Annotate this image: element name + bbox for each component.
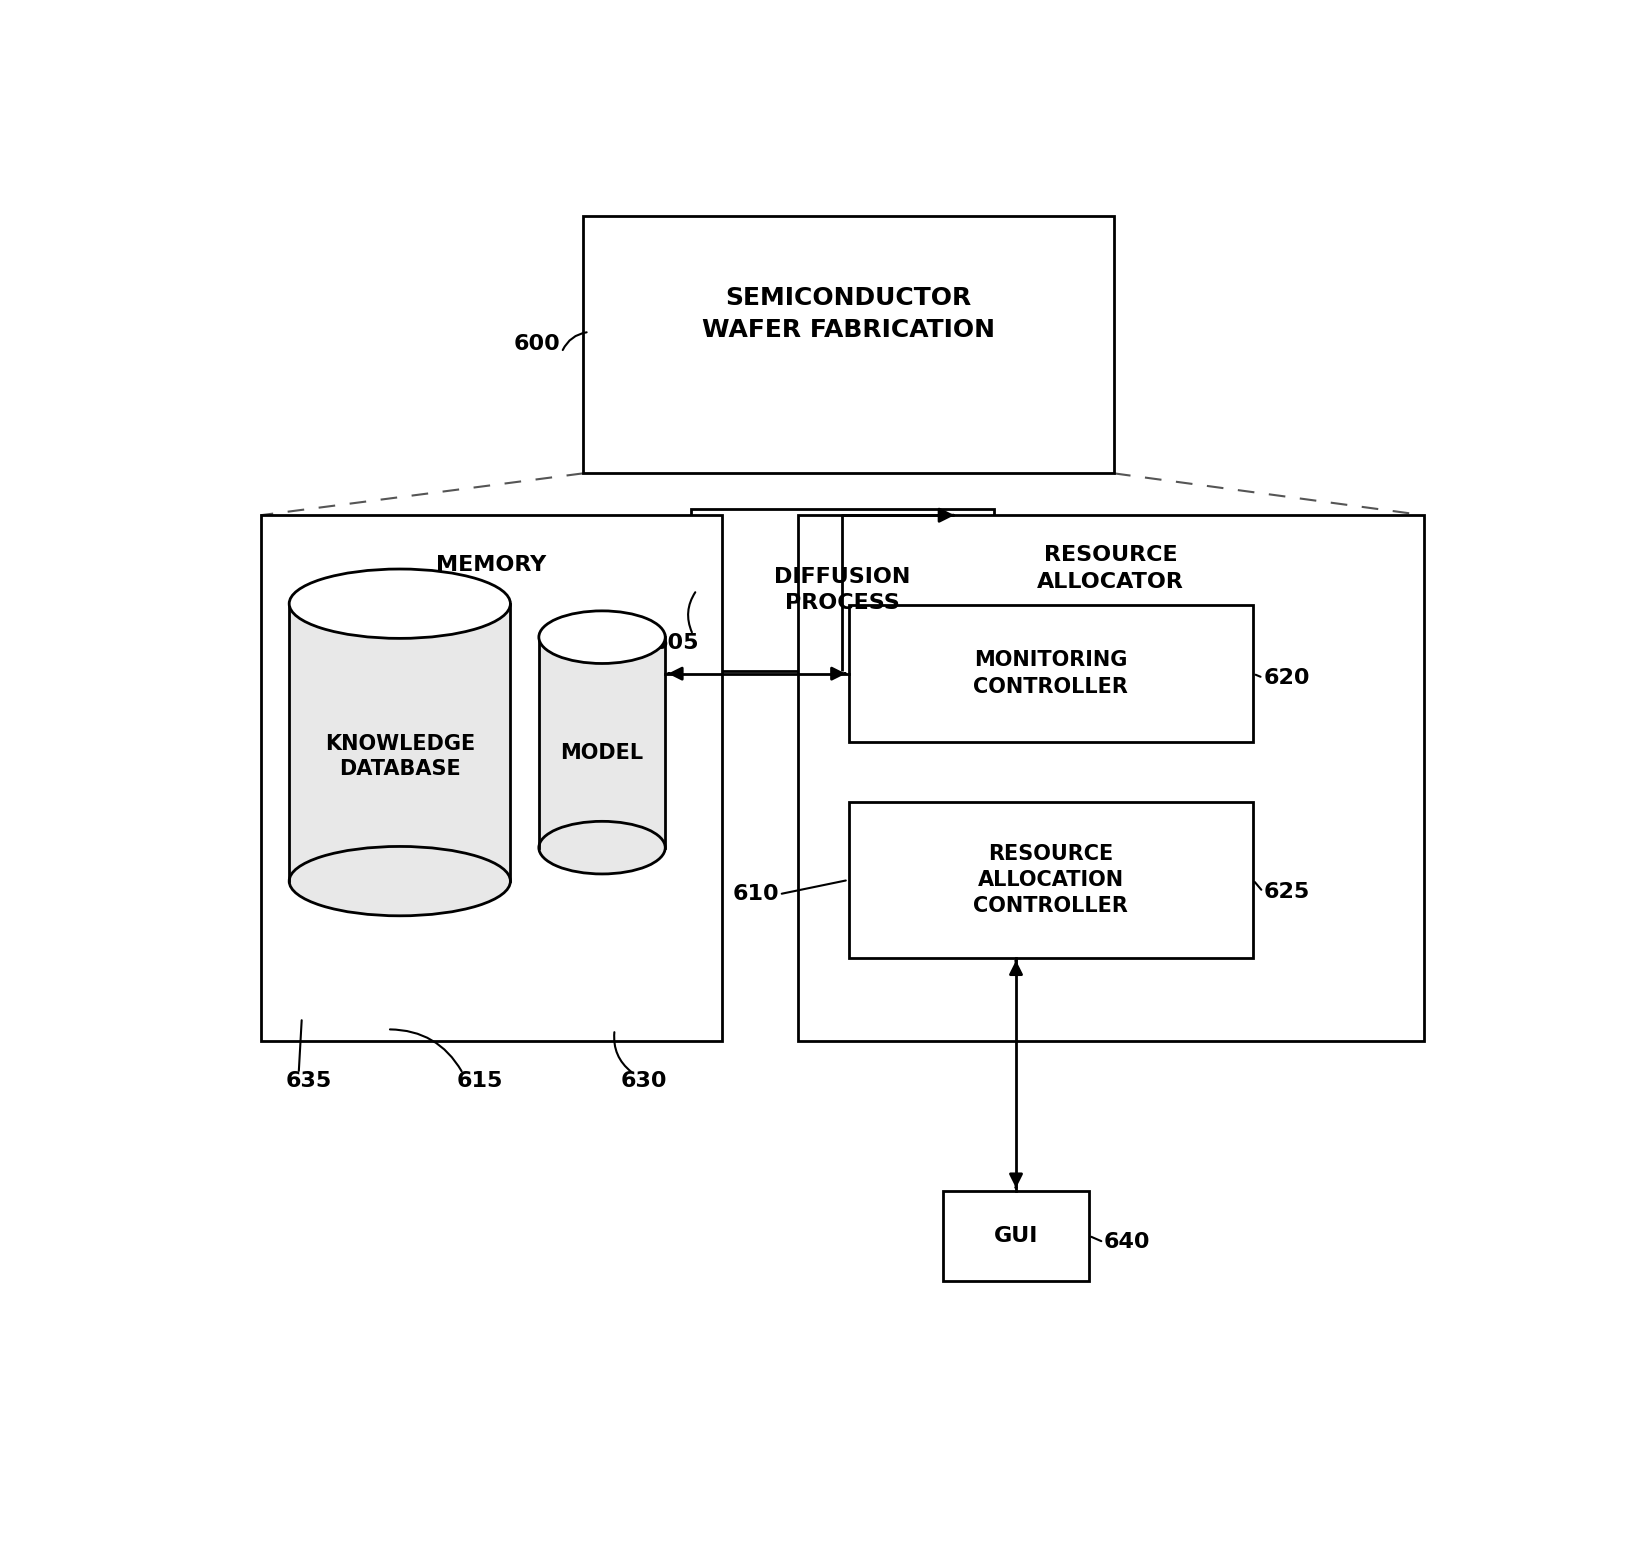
Bar [942, 1191, 1089, 1281]
Text: 630: 630 [621, 1072, 667, 1090]
Text: 615: 615 [456, 1072, 502, 1090]
Text: RESOURCE
ALLOCATION
CONTROLLER: RESOURCE ALLOCATION CONTROLLER [973, 843, 1128, 916]
Text: KNOWLEDGE
DATABASE: KNOWLEDGE DATABASE [324, 735, 474, 778]
Text: 635: 635 [285, 1072, 333, 1090]
Text: GUI: GUI [993, 1225, 1038, 1246]
Text: 610: 610 [732, 884, 779, 904]
Text: 605: 605 [652, 634, 699, 654]
Ellipse shape [289, 568, 510, 638]
Text: 620: 620 [1262, 668, 1309, 688]
Text: MONITORING
CONTROLLER: MONITORING CONTROLLER [973, 651, 1128, 697]
Text: DIFFUSION
PROCESS: DIFFUSION PROCESS [774, 567, 910, 613]
Text: MODEL: MODEL [561, 742, 644, 763]
Ellipse shape [289, 846, 510, 916]
Text: 640: 640 [1104, 1232, 1149, 1252]
Bar [848, 803, 1252, 958]
Bar [689, 509, 993, 671]
Text: MEMORY: MEMORY [437, 554, 546, 575]
Bar [797, 516, 1423, 1042]
Text: 600: 600 [513, 334, 561, 354]
Bar [848, 604, 1252, 742]
Text: SEMICONDUCTOR
WAFER FABRICATION: SEMICONDUCTOR WAFER FABRICATION [701, 286, 994, 342]
Text: 625: 625 [1262, 882, 1309, 902]
Bar [584, 216, 1113, 474]
Ellipse shape [538, 610, 665, 663]
Bar [261, 516, 722, 1042]
Ellipse shape [538, 822, 665, 874]
Bar [289, 604, 510, 881]
Bar [538, 637, 665, 848]
Text: RESOURCE
ALLOCATOR: RESOURCE ALLOCATOR [1037, 545, 1183, 592]
